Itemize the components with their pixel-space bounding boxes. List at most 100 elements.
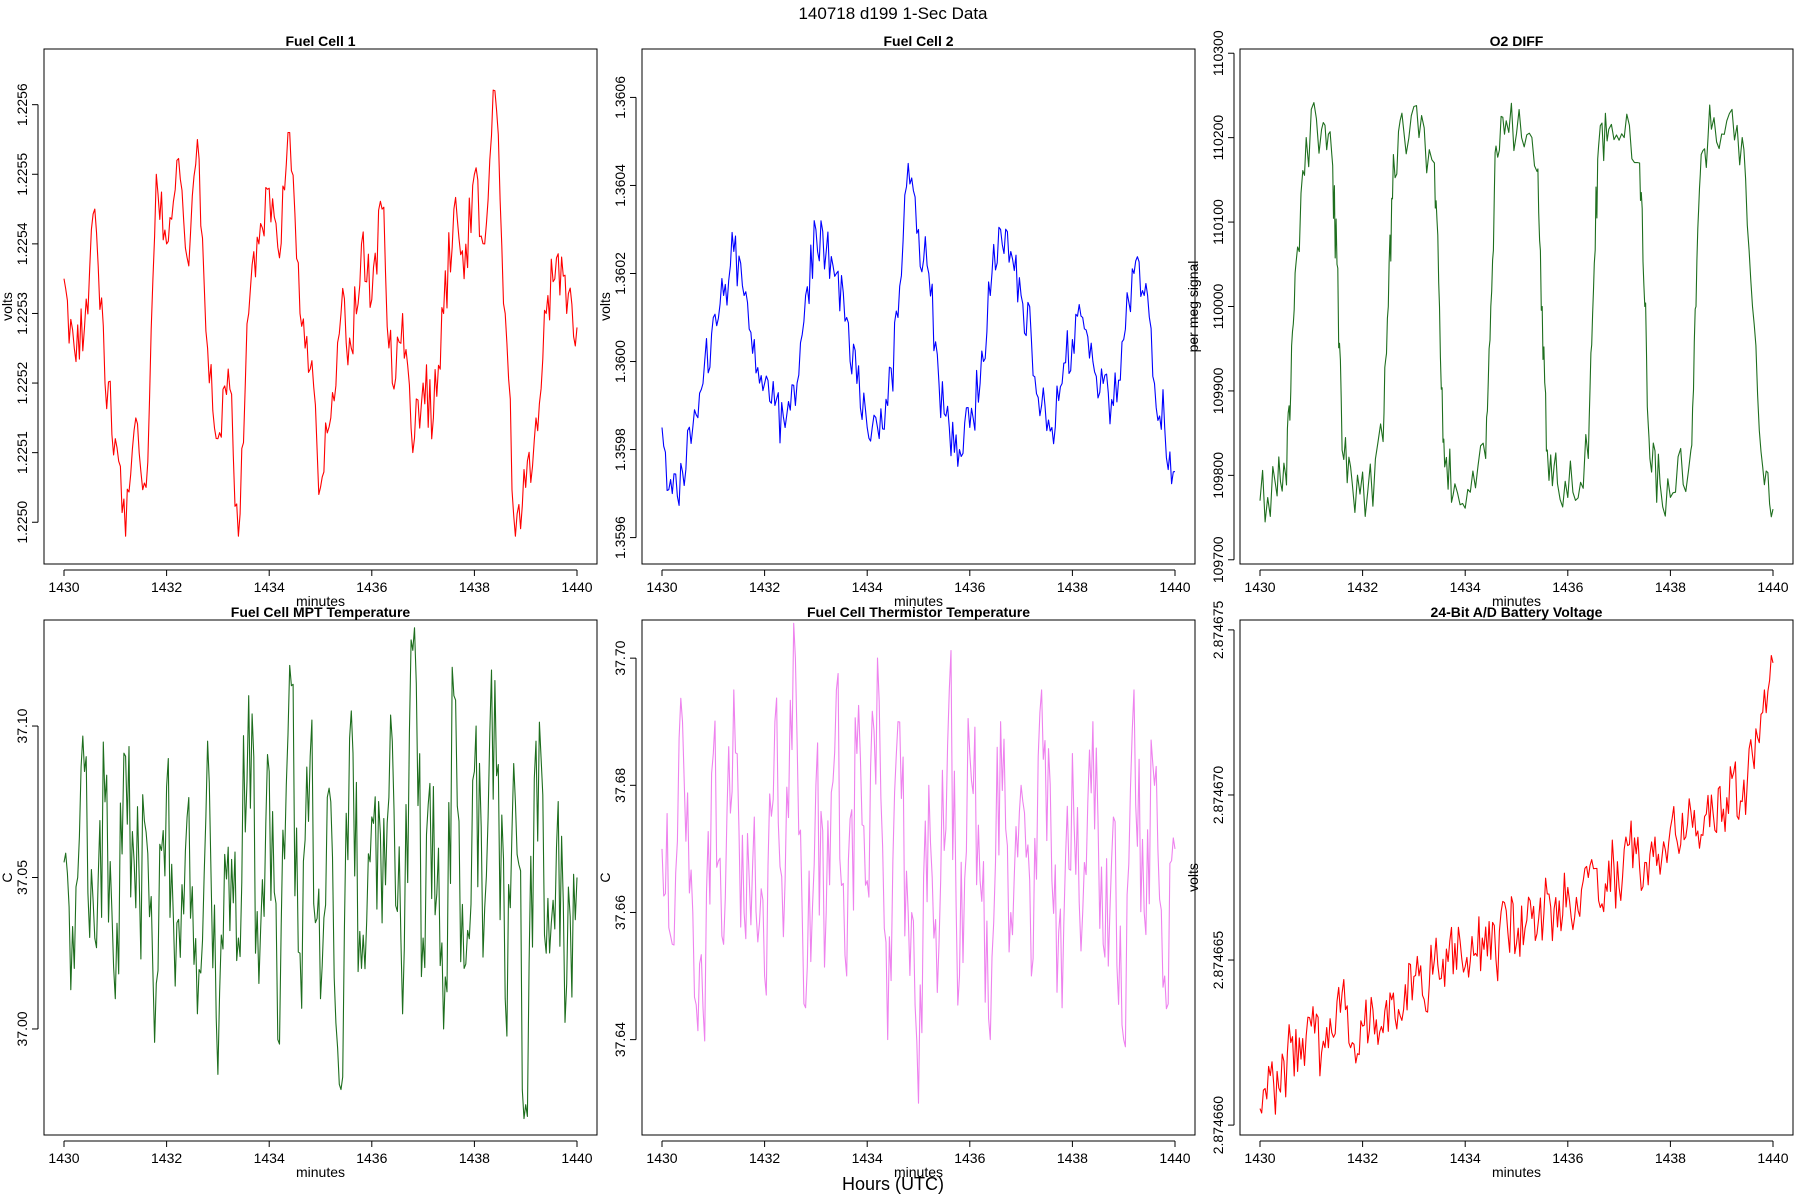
chart-title: Fuel Cell 1 <box>285 33 355 49</box>
plot-frame <box>1239 48 1794 565</box>
y-tick-label: 109800 <box>1210 452 1226 499</box>
y-tick-label: 2.874675 <box>1210 601 1226 660</box>
y-tick-label: 1.2251 <box>14 431 30 474</box>
series-line <box>661 162 1176 506</box>
chart-panel-5: Fuel Cell Thermistor Temperature 1430 1432… <box>597 604 1196 1180</box>
x-axis-label: minutes <box>296 1164 345 1180</box>
y-axis-label: C <box>597 872 613 882</box>
y-axis: 109700 109800 109900 110000 110100 110200 1103… <box>1185 30 1235 583</box>
x-tick-label: 1438 <box>1655 579 1686 595</box>
x-tick-label: 1434 <box>852 1150 883 1166</box>
x-tick-label: 1430 <box>48 579 79 595</box>
x-tick-label: 1436 <box>954 1150 985 1166</box>
chart-title: Fuel Cell Thermistor Temperature <box>807 604 1030 620</box>
y-tick-label: 1.3602 <box>612 252 628 295</box>
x-tick-label: 1440 <box>561 1150 592 1166</box>
x-tick-label: 1432 <box>1347 579 1378 595</box>
series-line <box>1259 102 1774 523</box>
y-tick-label: 1.2254 <box>14 222 30 265</box>
x-tick-label: 1438 <box>459 579 490 595</box>
x-tick-label: 1434 <box>852 579 883 595</box>
x-tick-label: 1440 <box>1159 1150 1190 1166</box>
chart-panel-2: Fuel Cell 2 1430 1432 1434 1436 1438 1440 minut… <box>597 33 1196 609</box>
y-tick-label: 110300 <box>1210 30 1226 76</box>
x-tick-label: 1432 <box>151 579 182 595</box>
plot-frame <box>641 48 1196 565</box>
y-axis-label: volts <box>597 292 613 321</box>
chart-panel-1: Fuel Cell 1 1430 1432 1434 1436 1438 1440 minut… <box>0 33 598 609</box>
y-axis-label: C <box>0 872 15 882</box>
x-tick-label: 1438 <box>1057 1150 1088 1166</box>
x-axis: 1430 1432 1434 1436 1438 1440 minutes <box>646 1140 1191 1180</box>
y-tick-label: 110100 <box>1210 199 1226 245</box>
plot-frame <box>43 48 598 565</box>
y-tick-label: 1.2252 <box>14 361 30 404</box>
panels: Fuel Cell 1 1430 1432 1434 1436 1438 1440 minut… <box>0 30 1794 1180</box>
y-tick-label: 2.874670 <box>1210 766 1226 825</box>
x-tick-label: 1438 <box>1655 1150 1686 1166</box>
y-tick-label: 1.3600 <box>612 340 628 383</box>
chart-title: 24-Bit A/D Battery Voltage <box>1431 604 1603 620</box>
x-axis: 1430 1432 1434 1436 1438 1440 minutes <box>1244 569 1789 609</box>
x-tick-label: 1434 <box>254 579 285 595</box>
x-tick-label: 1440 <box>561 579 592 595</box>
x-tick-label: 1440 <box>1757 1150 1788 1166</box>
x-tick-label: 1440 <box>1757 579 1788 595</box>
y-axis: 1.2250 1.2251 1.2252 1.2253 1.2254 1.2255 1.22… <box>0 83 39 544</box>
y-tick-label: 37.66 <box>612 895 628 930</box>
chart-title: Fuel Cell MPT Temperature <box>231 604 411 620</box>
x-tick-label: 1436 <box>356 579 387 595</box>
figure-title: 140718 d199 1-Sec Data <box>798 4 988 23</box>
chart-panel-3: O2 DIFF 1430 1432 1434 1436 1438 1440 minutes 10… <box>1185 30 1794 609</box>
y-tick-label: 110000 <box>1210 283 1226 329</box>
series-line <box>1259 654 1774 1115</box>
series-line <box>63 89 578 537</box>
x-tick-label: 1436 <box>356 1150 387 1166</box>
x-axis-label: minutes <box>1492 1164 1541 1180</box>
y-tick-label: 109700 <box>1210 536 1226 583</box>
y-axis-label: volts <box>0 292 15 321</box>
y-tick-label: 37.00 <box>14 1011 30 1046</box>
x-axis: 1430 1432 1434 1436 1438 1440 minutes <box>646 569 1191 609</box>
plot-frame <box>641 619 1196 1136</box>
y-tick-label: 1.3596 <box>612 516 628 559</box>
x-axis: 1430 1432 1434 1436 1438 1440 minutes <box>48 569 593 609</box>
chart-title: Fuel Cell 2 <box>883 33 953 49</box>
chart-title: O2 DIFF <box>1490 33 1544 49</box>
x-axis-label: minutes <box>1492 593 1541 609</box>
x-tick-label: 1430 <box>48 1150 79 1166</box>
figure-xlabel: Hours (UTC) <box>842 1174 944 1194</box>
y-axis: 37.64 37.66 37.68 37.70 C <box>597 640 637 1057</box>
x-tick-label: 1438 <box>1057 579 1088 595</box>
y-tick-label: 1.2255 <box>14 153 30 196</box>
y-tick-label: 37.10 <box>14 708 30 743</box>
series-line <box>661 622 1176 1104</box>
x-axis-label: minutes <box>894 1164 943 1180</box>
y-axis: 2.874660 2.874665 2.874670 2.874675 volts <box>1185 601 1235 1154</box>
y-axis: 37.00 37.05 37.10 C <box>0 708 39 1046</box>
x-tick-label: 1430 <box>1244 579 1275 595</box>
x-tick-label: 1430 <box>1244 1150 1275 1166</box>
y-tick-label: 1.3604 <box>612 164 628 207</box>
x-tick-label: 1432 <box>749 1150 780 1166</box>
y-axis-label: volts <box>1185 863 1201 892</box>
x-axis-label: minutes <box>296 593 345 609</box>
y-axis: 1.3596 1.3598 1.3600 1.3602 1.3604 1.3606 volt… <box>597 76 637 559</box>
y-tick-label: 37.64 <box>612 1022 628 1057</box>
y-tick-label: 1.3606 <box>612 76 628 119</box>
y-tick-label: 37.70 <box>612 640 628 675</box>
x-axis: 1430 1432 1434 1436 1438 1440 minutes <box>48 1140 593 1180</box>
x-tick-label: 1436 <box>1552 579 1583 595</box>
y-tick-label: 2.874665 <box>1210 931 1226 990</box>
x-tick-label: 1434 <box>1450 579 1481 595</box>
x-tick-label: 1430 <box>646 1150 677 1166</box>
y-tick-label: 1.3598 <box>612 428 628 471</box>
plot-frame <box>43 619 598 1136</box>
x-axis-label: minutes <box>894 593 943 609</box>
y-axis-label: per meg signal <box>1185 261 1201 353</box>
x-tick-label: 1432 <box>151 1150 182 1166</box>
series-line <box>63 627 578 1120</box>
